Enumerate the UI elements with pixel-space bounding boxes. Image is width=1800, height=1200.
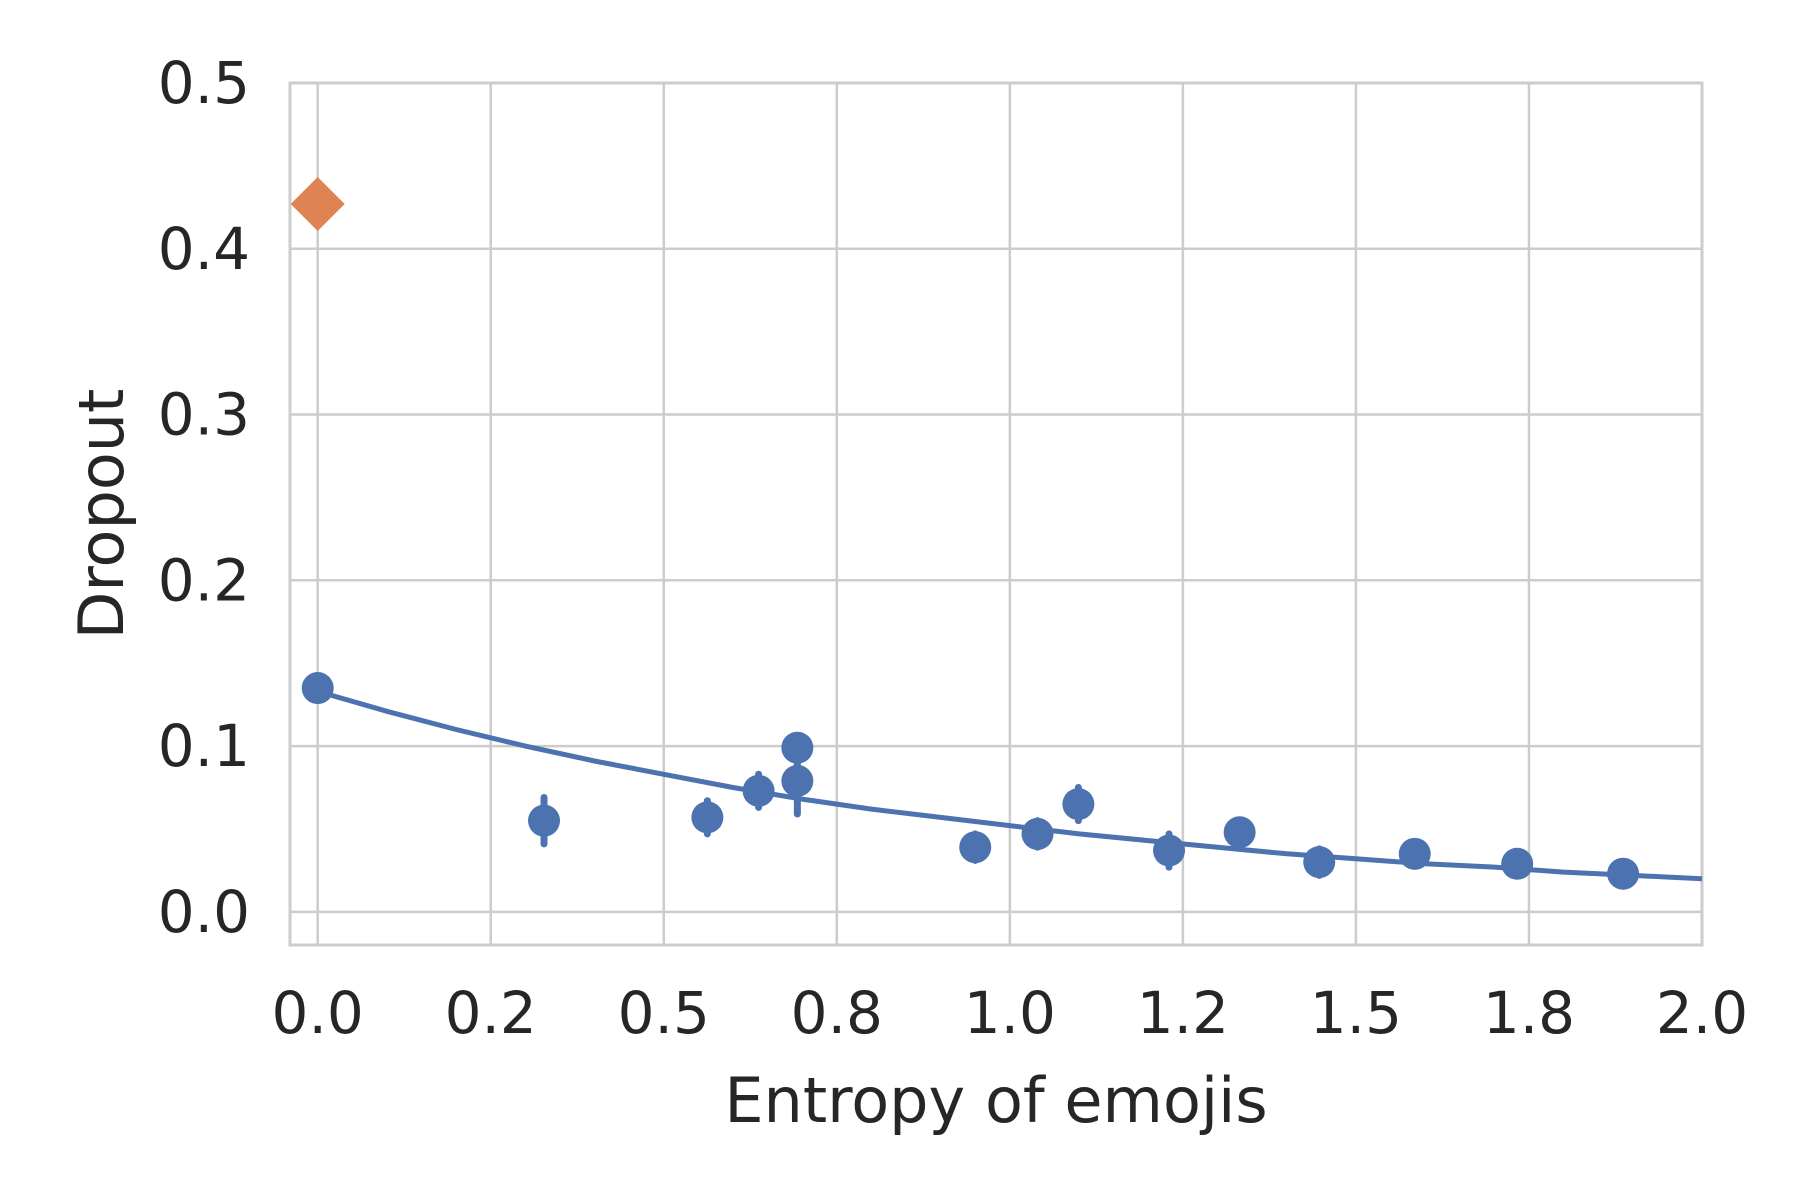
grid-layer <box>290 81 1704 945</box>
data-point <box>742 774 775 807</box>
y-tick-label: 0.2 <box>158 546 250 614</box>
data-point <box>691 801 724 834</box>
y-tick-label: 0.5 <box>158 49 250 117</box>
y-axis-label: Dropout <box>65 389 138 640</box>
y-tick-label: 0.4 <box>158 215 250 283</box>
x-tick-label: 1.0 <box>964 979 1056 1047</box>
data-point <box>959 831 992 864</box>
data-point <box>1398 837 1431 870</box>
plot-frame <box>288 81 1704 947</box>
data-point <box>1153 834 1186 867</box>
data-point <box>528 804 561 837</box>
x-tick-label: 1.8 <box>1483 979 1575 1047</box>
y-tick-labels: 0.0 0.1 0.2 0.3 0.4 0.5 <box>158 49 250 946</box>
y-tick-label: 0.3 <box>158 381 250 449</box>
data-points <box>301 672 1640 890</box>
x-tick-label: 0.8 <box>791 979 883 1047</box>
data-point <box>301 672 334 705</box>
data-point <box>781 764 814 797</box>
x-tick-label: 1.2 <box>1137 979 1229 1047</box>
highlight-diamond-point <box>290 177 345 232</box>
data-point <box>1303 846 1336 879</box>
y-tick-label: 0.1 <box>158 712 250 780</box>
highlight-layer <box>290 177 345 232</box>
x-tick-label: 0.2 <box>445 979 537 1047</box>
data-point <box>1607 857 1640 890</box>
data-point <box>1223 816 1256 849</box>
fit-curve <box>317 688 1703 882</box>
data-point <box>781 731 814 764</box>
x-tick-label: 1.5 <box>1310 979 1402 1047</box>
data-point <box>1021 817 1054 850</box>
x-tick-label: 2.0 <box>1656 979 1748 1047</box>
x-tick-label: 0.0 <box>272 979 364 1047</box>
data-point <box>1062 788 1095 821</box>
x-axis-label: Entropy of emojis <box>724 1064 1267 1137</box>
data-point <box>1501 847 1534 880</box>
y-tick-label: 0.0 <box>158 878 250 946</box>
x-tick-label: 0.5 <box>618 979 710 1047</box>
x-tick-labels: 0.0 0.2 0.5 0.8 1.0 1.2 1.5 1.8 2.0 <box>272 979 1749 1047</box>
